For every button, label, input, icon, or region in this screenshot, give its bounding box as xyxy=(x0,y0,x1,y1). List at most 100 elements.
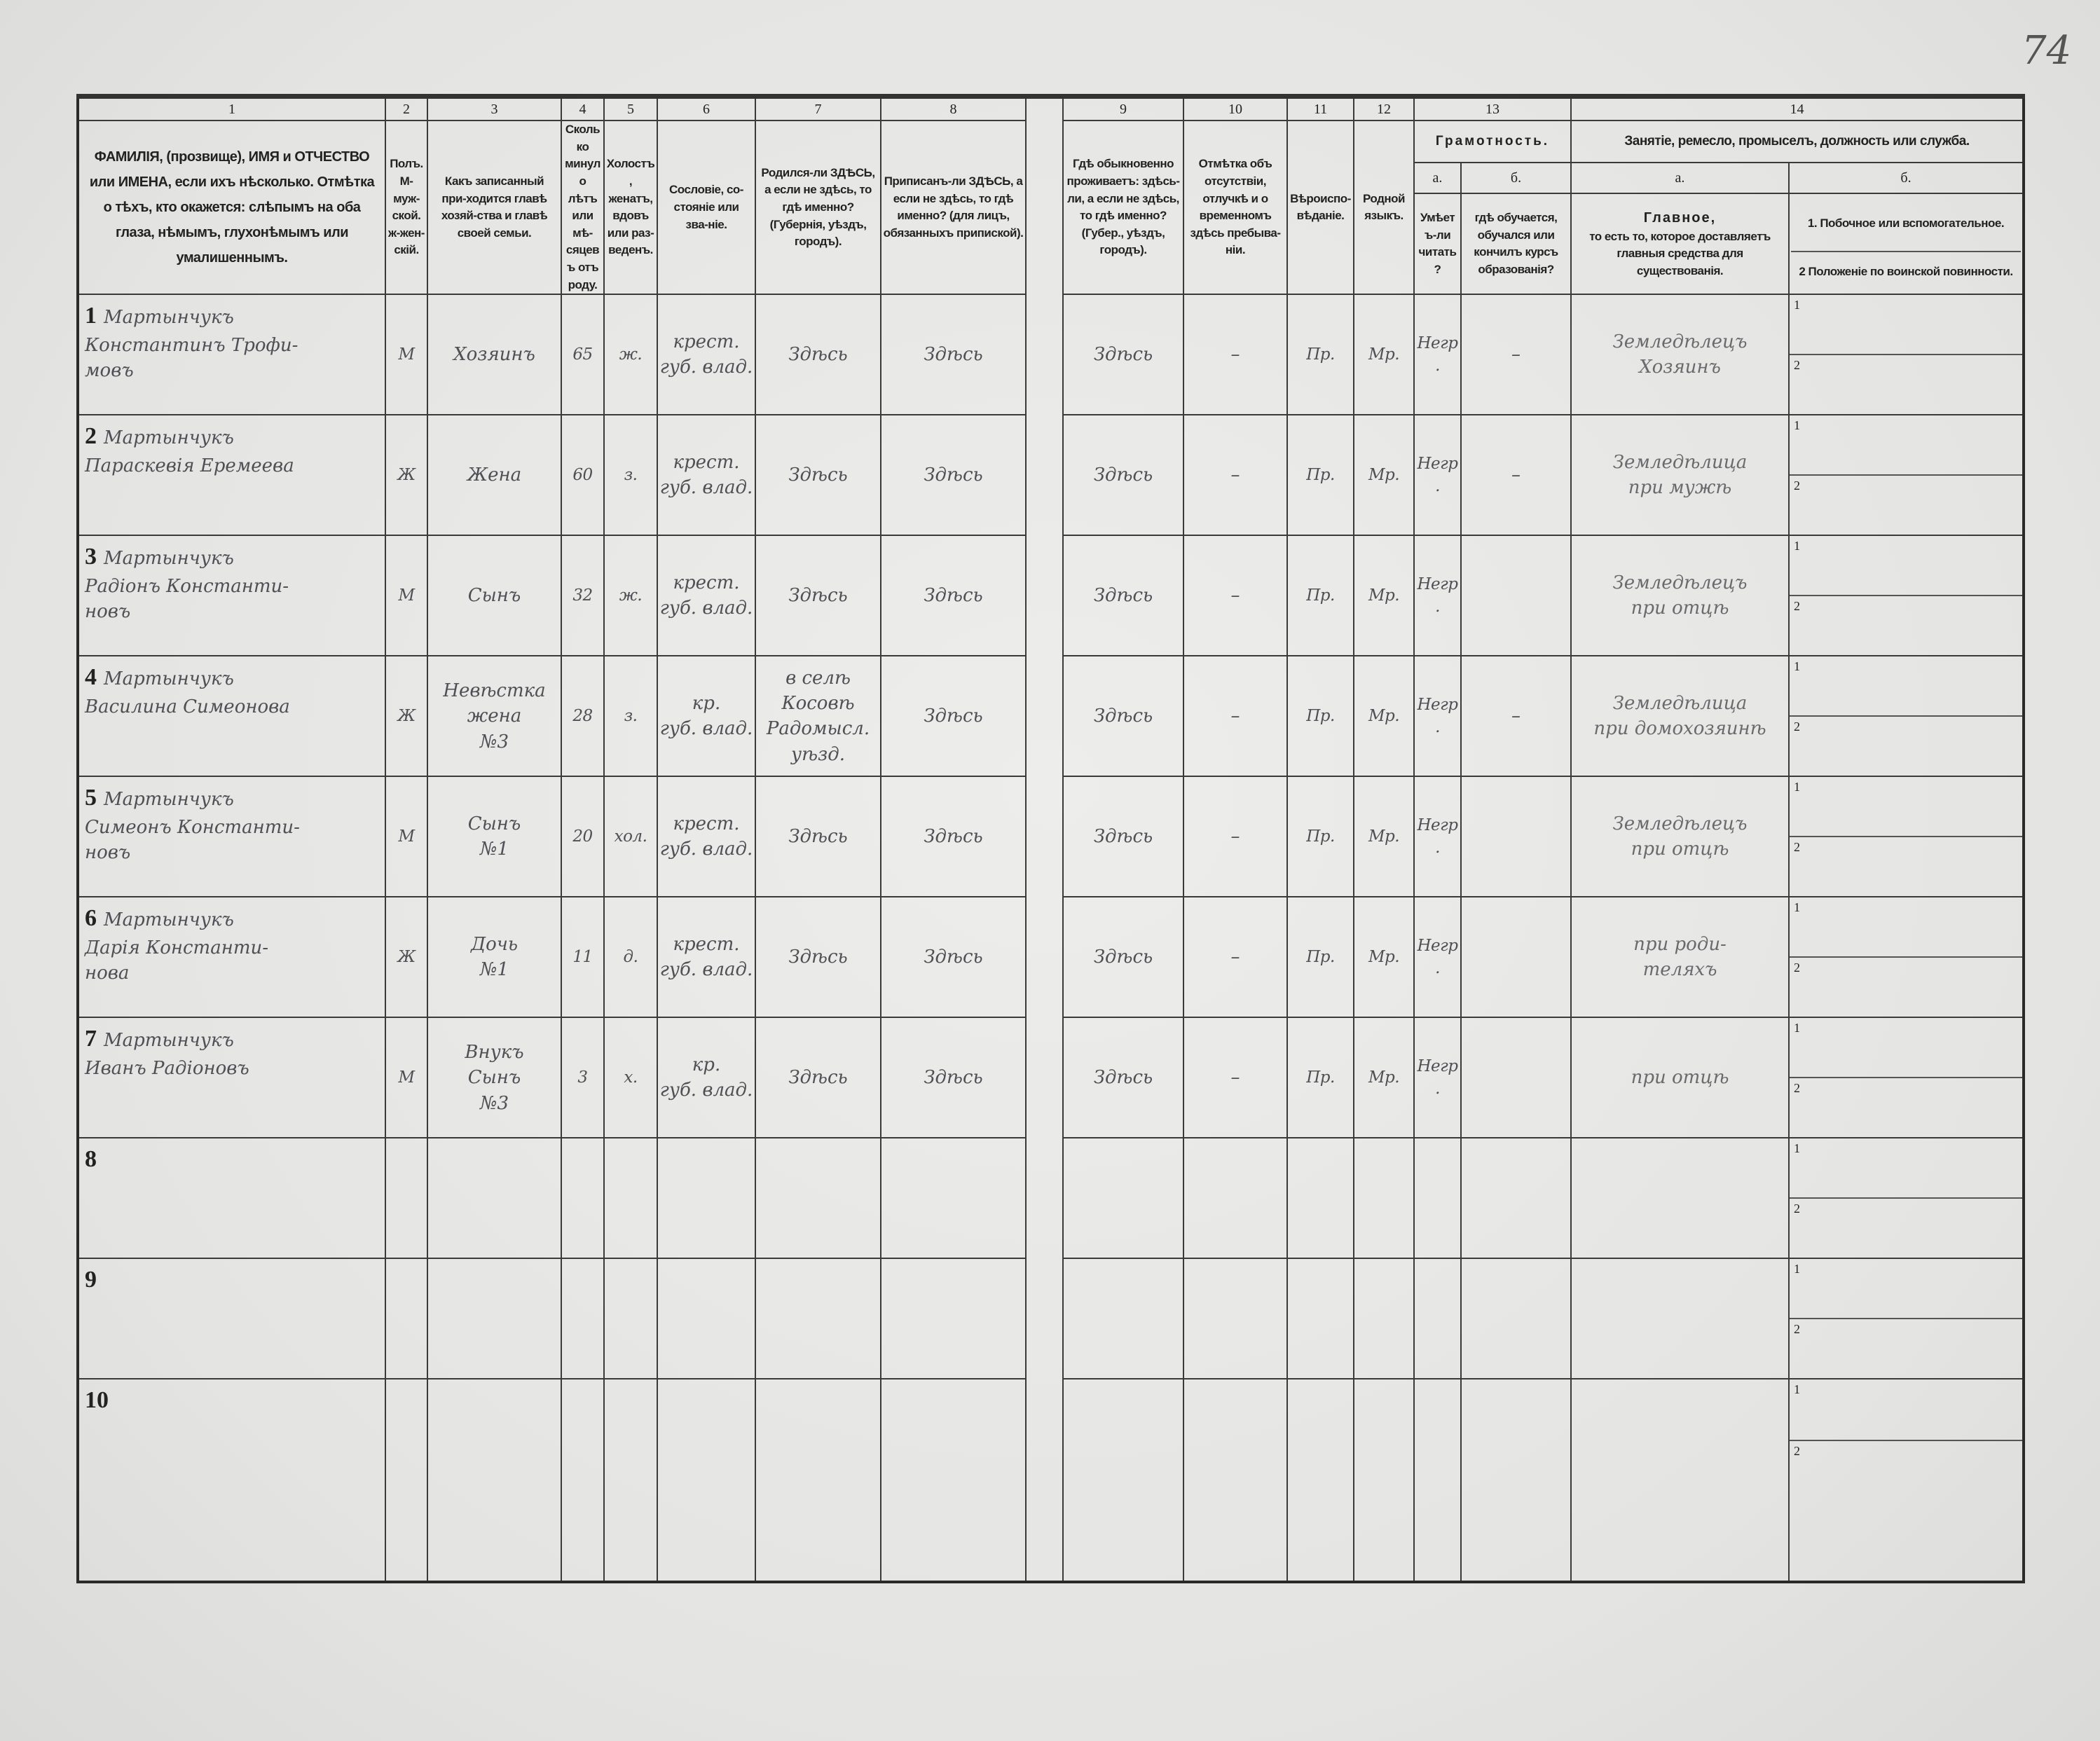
cell-born: Здѣсь xyxy=(755,1017,881,1139)
cell-main-occupation: при роди- теляхъ xyxy=(1570,896,1790,1019)
header-main-occupation-desc: то есть то, которое доставляетъ главныя … xyxy=(1589,229,1771,277)
page-number: 74 xyxy=(2022,28,2072,74)
col-number: 3 xyxy=(427,95,562,121)
cell-estate: крест. губ. влад. xyxy=(657,896,756,1019)
value-reads: Негр. xyxy=(1417,455,1458,496)
cell-estate xyxy=(657,1378,756,1583)
value-absence: – xyxy=(1230,706,1240,727)
header-occupation-a-letter: а. xyxy=(1570,162,1790,194)
header-occupation: Занятіе, ремесло, промыселъ, должность и… xyxy=(1570,119,2024,164)
cell-registered: Здѣсь xyxy=(880,294,1027,416)
cell-religion: Пр. xyxy=(1286,414,1354,537)
cell-reads: Негр. xyxy=(1413,776,1462,898)
cell-registered xyxy=(880,1137,1027,1260)
cell-estate xyxy=(657,1258,756,1380)
value-marital: ж. xyxy=(619,586,643,605)
cell-religion: Пр. xyxy=(1286,1017,1354,1139)
cell-absence xyxy=(1183,1258,1288,1380)
value-relation: Внукъ Сынъ №3 xyxy=(465,1041,524,1114)
cell-relation: Внукъ Сынъ №3 xyxy=(427,1017,562,1139)
cell-main-occupation: Земледѣлица при мужѣ xyxy=(1570,414,1790,537)
cell-relation: Дочь №1 xyxy=(427,896,562,1019)
value-school: – xyxy=(1511,465,1521,486)
cell-relation: Жена xyxy=(427,414,562,537)
line-label: 1 xyxy=(1794,659,1800,674)
cell-residence: Здѣсь xyxy=(1062,776,1184,898)
military-status-line: 2 xyxy=(1790,1318,2022,1377)
value-born: Здѣсь xyxy=(788,826,848,848)
value-estate: кр. губ. влад. xyxy=(659,693,753,740)
cell-age: 32 xyxy=(561,535,605,657)
line-label: 1 xyxy=(1794,1382,1800,1397)
value-sex: М xyxy=(398,1068,415,1087)
line-label: 2 xyxy=(1794,1202,1800,1216)
cell-school: – xyxy=(1460,655,1572,778)
line-label: 1 xyxy=(1794,1021,1800,1035)
cell-main-occupation: Земледѣлица при домохозяинѣ xyxy=(1570,655,1790,778)
cell-reads: Негр. xyxy=(1413,294,1462,416)
value-age: 11 xyxy=(572,948,593,967)
value-born: в селѣ Косовѣ Радомысл. уѣзд. xyxy=(766,667,870,765)
cell-name: 4 Мартынчукъ Василина Симеонова xyxy=(77,655,386,778)
military-status-line: 2 xyxy=(1790,1077,2022,1136)
value-age: 65 xyxy=(572,345,593,364)
header-estate: Сословіе, со-стояніе или зва-ніе. xyxy=(657,119,756,296)
value-occupation: Земледѣлецъ Хозяинъ xyxy=(1612,331,1748,378)
col-number: 6 xyxy=(657,95,756,121)
person-name: 9 xyxy=(79,1260,384,1297)
value-relation: Невѣстка жена №3 xyxy=(443,680,546,752)
value-religion: Пр. xyxy=(1306,345,1335,364)
row-number: 8 xyxy=(85,1146,97,1173)
value-marital: з. xyxy=(624,466,638,485)
table-row: 3 Мартынчукъ Радіонъ Константи- новъ М Сынъ… xyxy=(77,535,2024,657)
cell-registered: Здѣсь xyxy=(880,414,1027,537)
cell-reads xyxy=(1413,1137,1462,1260)
side-occupation-line: 1 xyxy=(1790,1139,2022,1197)
center-fold-gap xyxy=(1025,1379,1064,1583)
side-occupation-line: 1 xyxy=(1790,537,2022,595)
person-name: 3 Мартынчукъ Радіонъ Константи- новъ xyxy=(85,544,289,623)
value-residence: Здѣсь xyxy=(1093,947,1153,968)
center-fold-gap xyxy=(1025,1138,1064,1259)
cell-estate: крест. губ. влад. xyxy=(657,776,756,898)
col-number: 13 xyxy=(1413,95,1572,121)
cell-absence xyxy=(1183,1378,1288,1583)
value-occupation: Земледѣлица при домохозяинѣ xyxy=(1593,693,1766,740)
cell-school: – xyxy=(1460,294,1572,416)
cell-marital: хол. xyxy=(603,776,658,898)
value-relation: Сынъ xyxy=(467,585,521,607)
cell-language: Мр. xyxy=(1353,896,1415,1019)
person-name: 5 Мартынчукъ Симеонъ Константи- новъ xyxy=(85,785,300,864)
center-fold-gap xyxy=(1025,1017,1064,1138)
row-number: 7 xyxy=(85,1026,97,1052)
value-age: 28 xyxy=(572,707,593,726)
cell-language: Мр. xyxy=(1353,655,1415,778)
line-label: 1 xyxy=(1794,780,1800,794)
value-residence: Здѣсь xyxy=(1093,465,1153,486)
cell-reads: Негр. xyxy=(1413,1017,1462,1139)
cell-estate xyxy=(657,1137,756,1260)
military-status-line: 2 xyxy=(1790,1197,2022,1257)
side-occupation-line: 1 xyxy=(1790,898,2022,956)
military-status-line: 2 xyxy=(1790,715,2022,775)
header-residence: Гдѣ обыкновенно проживаетъ: здѣсь-ли, а … xyxy=(1062,119,1184,296)
header-side-occupation-1: 1. Побочное или вспомогательное. xyxy=(1807,216,2005,230)
person-name: 1 Мартынчукъ Константинъ Трофи- мовъ xyxy=(85,303,298,382)
cell-born: Здѣсь xyxy=(755,896,881,1019)
value-age: 3 xyxy=(577,1068,588,1087)
value-registered: Здѣсь xyxy=(924,344,983,366)
cell-school xyxy=(1460,1017,1572,1139)
col-number: 10 xyxy=(1183,95,1288,121)
value-religion: Пр. xyxy=(1306,948,1335,967)
side-occupation-line: 1 xyxy=(1790,416,2022,474)
cell-absence: – xyxy=(1183,896,1288,1019)
value-language: Мр. xyxy=(1368,827,1400,846)
line-label: 2 xyxy=(1794,1444,1800,1459)
column-number-row: 1 2 3 4 5 6 7 8 9 10 11 12 13 14 xyxy=(77,95,2024,295)
value-born: Здѣсь xyxy=(788,1067,848,1089)
line-label: 1 xyxy=(1794,1141,1800,1156)
